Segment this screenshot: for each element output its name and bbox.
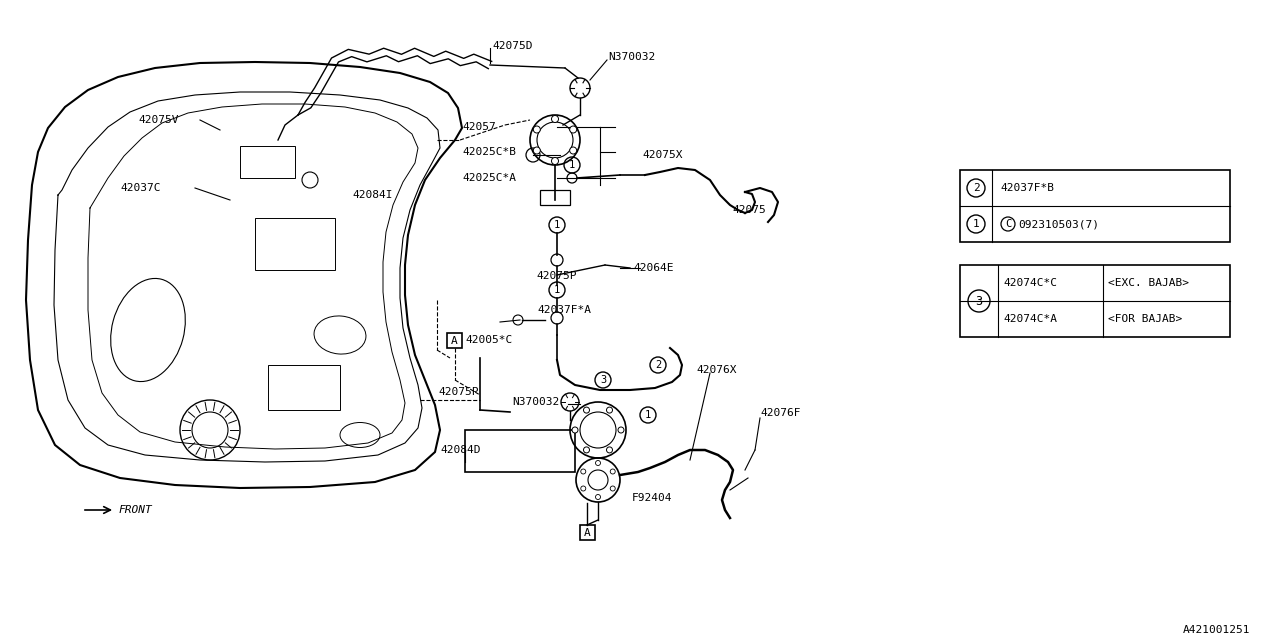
Bar [960, 170, 1230, 242]
Circle shape [572, 427, 579, 433]
Text: A421001251: A421001251 [1183, 625, 1251, 635]
Circle shape [584, 407, 590, 413]
Circle shape [611, 486, 616, 491]
Text: 42025C*B: 42025C*B [462, 147, 516, 157]
Text: 2: 2 [973, 183, 979, 193]
Text: F92404: F92404 [632, 493, 672, 503]
Bar [960, 265, 1230, 337]
Text: 42075V: 42075V [138, 115, 178, 125]
Text: 42057: 42057 [462, 122, 495, 132]
Circle shape [595, 461, 600, 465]
Circle shape [595, 495, 600, 499]
Text: 42025C*A: 42025C*A [462, 173, 516, 183]
Text: 42075D: 42075D [492, 41, 532, 51]
Text: 42037C: 42037C [120, 183, 160, 193]
Text: 42084I: 42084I [352, 190, 393, 200]
Text: <EXC. BAJAB>: <EXC. BAJAB> [1108, 278, 1189, 288]
Bar [540, 190, 570, 205]
Circle shape [581, 469, 586, 474]
Text: 42075X: 42075X [643, 150, 682, 160]
Circle shape [552, 115, 558, 122]
Text: 1: 1 [554, 220, 561, 230]
Text: 42074C*C: 42074C*C [1004, 278, 1057, 288]
Circle shape [584, 447, 590, 453]
Circle shape [570, 147, 577, 154]
Text: 42064E: 42064E [634, 263, 673, 273]
Text: <FOR BAJAB>: <FOR BAJAB> [1108, 314, 1183, 324]
Text: 1: 1 [568, 160, 575, 170]
Text: 2: 2 [655, 360, 662, 370]
Text: 092310503(7): 092310503(7) [1018, 219, 1100, 229]
Text: 42037F*B: 42037F*B [1000, 183, 1053, 193]
Text: 1: 1 [973, 219, 979, 229]
Text: 1: 1 [645, 410, 652, 420]
Text: 42075P: 42075P [438, 387, 479, 397]
Text: 42037F*A: 42037F*A [538, 305, 591, 315]
Text: FRONT: FRONT [118, 505, 152, 515]
Circle shape [607, 447, 613, 453]
Circle shape [618, 427, 625, 433]
Circle shape [552, 157, 558, 164]
Circle shape [611, 469, 616, 474]
Text: 42076X: 42076X [696, 365, 736, 375]
Text: 3: 3 [975, 294, 983, 307]
Text: A: A [451, 336, 457, 346]
Text: 3: 3 [600, 375, 607, 385]
Text: N370032: N370032 [512, 397, 559, 407]
Polygon shape [26, 62, 462, 488]
Text: 42084D: 42084D [440, 445, 480, 455]
Circle shape [607, 407, 613, 413]
Text: A: A [584, 528, 590, 538]
Circle shape [534, 126, 540, 133]
Text: 1: 1 [554, 285, 561, 295]
Text: 42075P: 42075P [536, 271, 576, 281]
Text: 42075: 42075 [732, 205, 765, 215]
Text: 42076F: 42076F [760, 408, 800, 418]
Circle shape [534, 147, 540, 154]
Bar [465, 430, 575, 472]
Circle shape [581, 486, 586, 491]
Bar [580, 525, 595, 540]
Text: 42074C*A: 42074C*A [1004, 314, 1057, 324]
Circle shape [570, 126, 577, 133]
Text: C: C [1005, 219, 1011, 229]
Text: 42005*C: 42005*C [465, 335, 512, 345]
Bar [447, 333, 462, 348]
Text: N370032: N370032 [608, 52, 655, 62]
